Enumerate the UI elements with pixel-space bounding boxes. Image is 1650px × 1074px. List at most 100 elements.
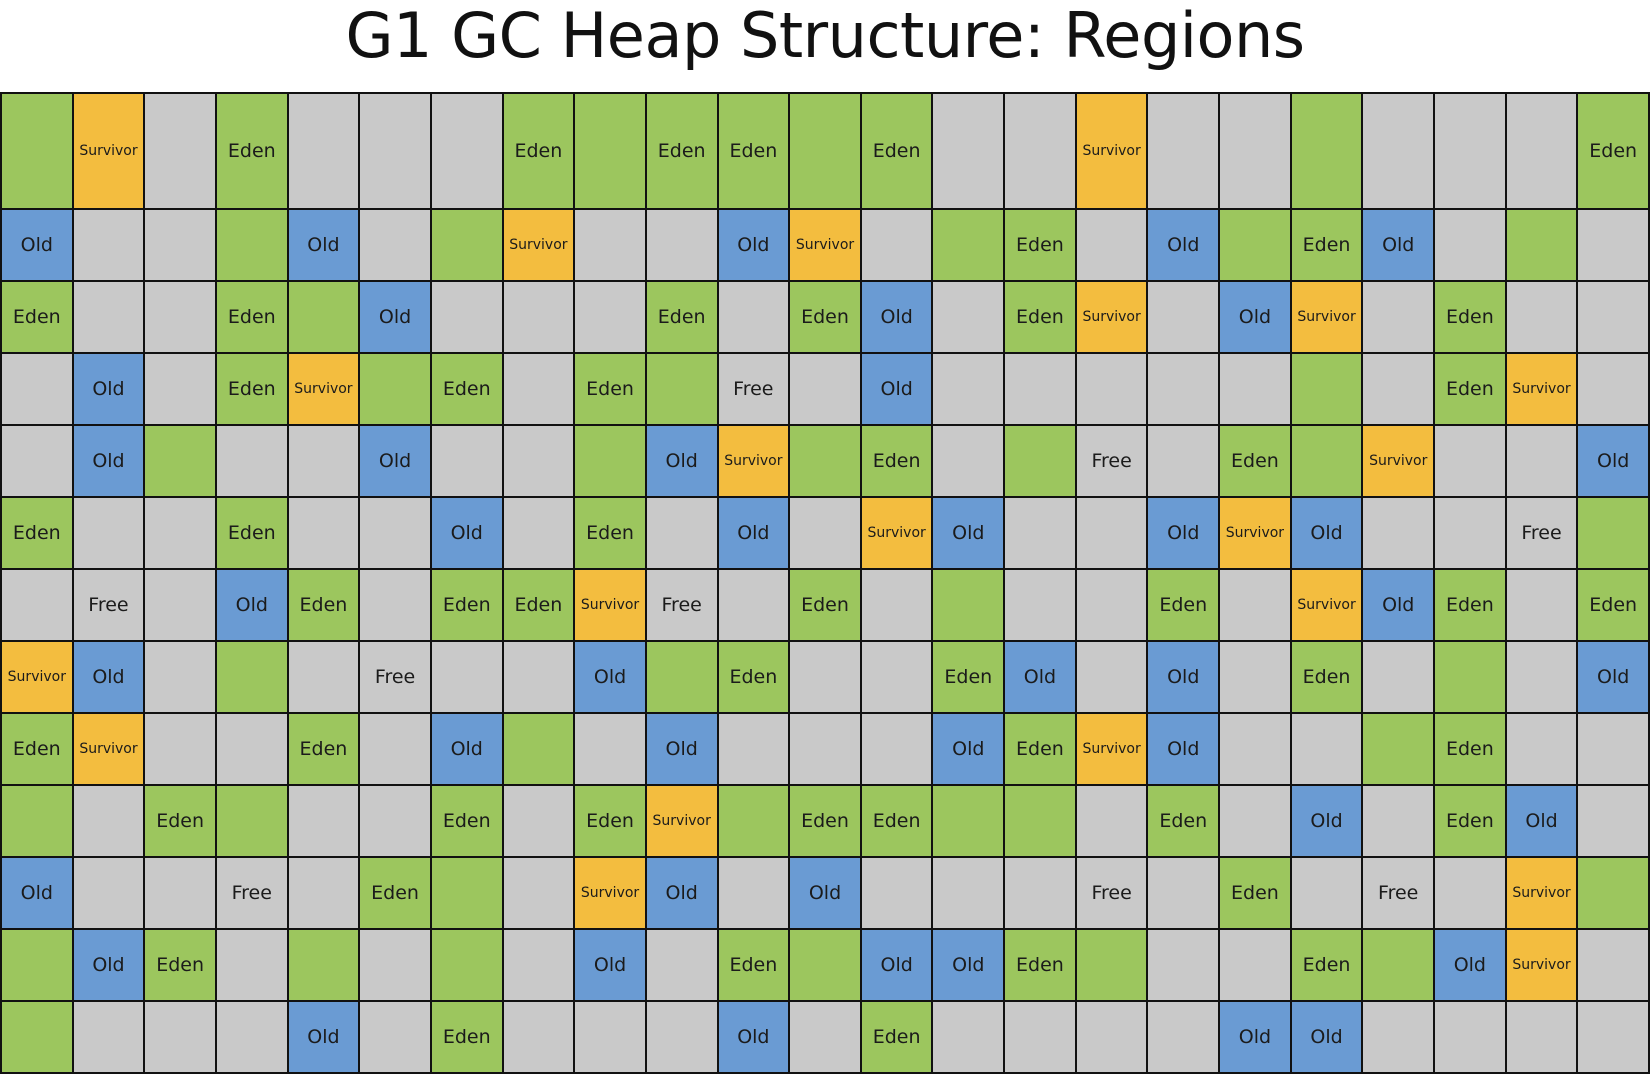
region-free (145, 498, 215, 568)
region-eden (503, 714, 574, 784)
region-free (1148, 94, 1219, 208)
region-free: Free (73, 570, 144, 640)
region-eden (933, 210, 1004, 280)
region-eden: Eden (216, 498, 287, 568)
region-eden: Eden (145, 930, 215, 1000)
region-old: Old (933, 714, 1004, 784)
region-free (1076, 642, 1147, 712)
region-free (145, 858, 215, 928)
region-old: Old (861, 930, 932, 1000)
region-free (503, 786, 574, 856)
region-free (431, 94, 502, 208)
region-old: Old (431, 498, 502, 568)
region-eden (431, 210, 502, 280)
region-old: Old (933, 498, 1004, 568)
region-free (1005, 858, 1075, 928)
region-free (718, 858, 789, 928)
region-free (1363, 354, 1434, 424)
region-free (861, 858, 932, 928)
region-survivor: Survivor (1506, 930, 1577, 1000)
region-eden: Eden (1220, 858, 1290, 928)
region-free (1220, 570, 1290, 640)
region-old: Old (2, 858, 72, 928)
region-free (1076, 1002, 1147, 1072)
region-survivor: Survivor (575, 570, 645, 640)
region-free (145, 210, 215, 280)
region-free (790, 1002, 860, 1072)
region-free (1435, 1002, 1505, 1072)
region-survivor: Survivor (575, 858, 645, 928)
region-eden: Eden (1005, 210, 1075, 280)
region-survivor: Survivor (718, 426, 789, 496)
region-old: Old (718, 498, 789, 568)
region-free (790, 714, 860, 784)
region-eden (646, 354, 717, 424)
region-eden: Eden (2, 282, 72, 352)
region-eden: Eden (861, 786, 932, 856)
region-eden (360, 354, 430, 424)
region-eden (933, 570, 1004, 640)
region-free (503, 858, 574, 928)
region-free: Free (646, 570, 717, 640)
region-free (1005, 1002, 1075, 1072)
region-free (646, 1002, 717, 1072)
region-survivor: Survivor (646, 786, 717, 856)
region-eden: Eden (1578, 94, 1648, 208)
region-free (360, 930, 430, 1000)
region-survivor: Survivor (790, 210, 860, 280)
region-free (1220, 354, 1290, 424)
region-free (1076, 210, 1147, 280)
region-eden (718, 786, 789, 856)
region-free (1435, 498, 1505, 568)
region-free (1220, 94, 1290, 208)
region-eden: Eden (431, 786, 502, 856)
region-free (1291, 858, 1362, 928)
region-eden (431, 930, 502, 1000)
region-free (1363, 94, 1434, 208)
region-free (1148, 354, 1219, 424)
region-eden: Eden (431, 1002, 502, 1072)
region-old: Old (1506, 786, 1577, 856)
region-eden: Eden (1435, 786, 1505, 856)
region-free (216, 930, 287, 1000)
region-old: Old (933, 930, 1004, 1000)
region-free (360, 94, 430, 208)
region-old: Old (1220, 1002, 1290, 1072)
region-old: Old (1578, 642, 1648, 712)
region-free (933, 354, 1004, 424)
region-eden: Eden (861, 94, 932, 208)
region-eden (2, 94, 72, 208)
region-eden: Eden (1435, 570, 1505, 640)
region-free (1506, 426, 1577, 496)
region-eden: Eden (431, 570, 502, 640)
region-old: Old (646, 714, 717, 784)
region-free (503, 1002, 574, 1072)
region-survivor: Survivor (1506, 858, 1577, 928)
region-eden (431, 858, 502, 928)
region-free (1435, 210, 1505, 280)
region-old: Old (73, 354, 144, 424)
region-free (288, 94, 359, 208)
region-free (288, 642, 359, 712)
region-free (288, 426, 359, 496)
region-eden (288, 930, 359, 1000)
region-old: Old (1363, 570, 1434, 640)
region-free (1148, 1002, 1219, 1072)
region-eden: Eden (1005, 930, 1075, 1000)
region-free (1005, 570, 1075, 640)
region-eden: Eden (718, 642, 789, 712)
region-free (790, 498, 860, 568)
region-survivor: Survivor (1076, 94, 1147, 208)
region-free (1506, 642, 1577, 712)
region-free (1076, 498, 1147, 568)
region-eden (1578, 498, 1648, 568)
region-eden (1578, 858, 1648, 928)
region-free (718, 570, 789, 640)
region-free (933, 426, 1004, 496)
region-free (288, 786, 359, 856)
region-old: Old (1220, 282, 1290, 352)
region-free (1578, 282, 1648, 352)
region-free (790, 642, 860, 712)
region-old: Old (73, 642, 144, 712)
region-free (1578, 714, 1648, 784)
